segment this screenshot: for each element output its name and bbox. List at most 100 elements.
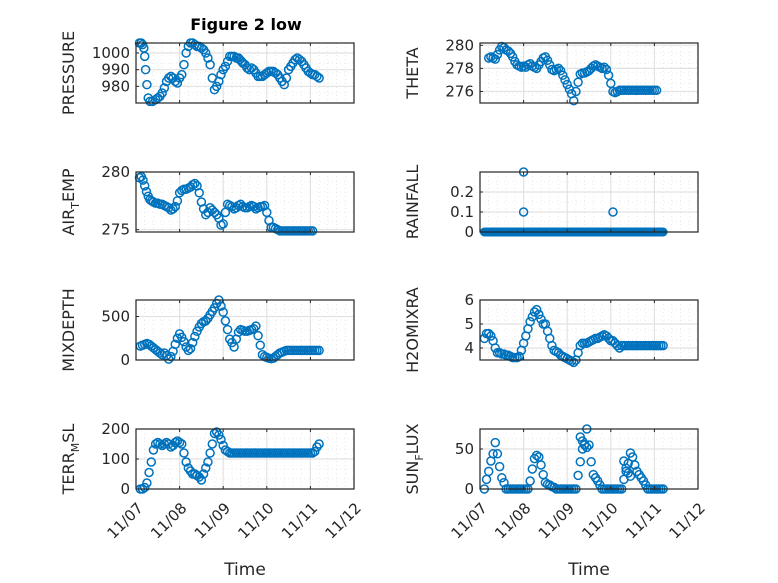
y-axis-label: MIXDEPTH (59, 288, 78, 371)
y-axis-label: AIRTEMP (59, 168, 82, 235)
y-tick-label: 280 (101, 163, 130, 181)
data-point (179, 336, 189, 347)
data-point (181, 457, 191, 467)
data-point (177, 439, 187, 449)
y-label-subscript: F (413, 454, 426, 460)
data-point (139, 181, 150, 191)
data-point (568, 95, 579, 106)
y-tick-label: 500 (101, 308, 130, 326)
data-point (148, 445, 159, 455)
y-axis-label: H2OMIXRA (403, 287, 422, 373)
data-point (214, 430, 224, 440)
axes-box (135, 299, 355, 361)
y-tick-label: 0 (120, 351, 130, 369)
data-point (216, 434, 226, 445)
data-point (555, 65, 566, 76)
y-tick-label: 276 (445, 82, 474, 100)
data-point (314, 73, 324, 83)
y-tick-label: 50 (455, 440, 474, 458)
data-point (187, 337, 198, 348)
data-point (183, 345, 194, 356)
data-point (201, 463, 211, 473)
data-point (630, 460, 640, 470)
data-point (307, 448, 318, 458)
data-point (218, 219, 228, 229)
y-axis-label: THETA (403, 47, 422, 99)
data-point (490, 54, 501, 64)
axes-box (479, 42, 699, 104)
y-tick-label: 0 (120, 480, 130, 498)
y-axis-label: SUNFLUX (403, 423, 426, 494)
y-tick-label: 100 (101, 450, 130, 468)
y-label-tail: SL (59, 424, 78, 443)
data-point (170, 437, 180, 448)
axes-box (135, 171, 355, 233)
data-point (312, 71, 322, 82)
data-point (531, 450, 542, 461)
axes-box (479, 171, 699, 233)
x-axis-label: Time (223, 560, 266, 580)
axes-h2omixra: 4 5 6 H2OMIXRA (403, 287, 699, 373)
data-point (201, 48, 211, 58)
data-point (290, 54, 300, 65)
data-point (163, 203, 174, 213)
x-tick-label: 11/07 (104, 499, 147, 542)
data-point (220, 316, 231, 326)
data-point (233, 327, 244, 337)
y-label-subscript: M (69, 443, 82, 453)
data-point (536, 460, 546, 470)
data-point (218, 440, 228, 451)
axes-theta: 276 278 280 THETA (403, 36, 699, 106)
y-tick-label: 5 (464, 315, 474, 333)
data-point (190, 331, 200, 342)
data-point (573, 470, 583, 481)
data-point (141, 186, 152, 197)
y-axis-label: RAINFALL (403, 165, 422, 240)
y-tick-label: 0.2 (450, 183, 474, 201)
data-point (194, 188, 204, 198)
data-point (625, 471, 636, 481)
x-tick-label: 11/10 (578, 499, 621, 542)
data-point (251, 321, 261, 331)
data-point (307, 226, 318, 236)
y-tick-label: 980 (101, 77, 130, 95)
y-tick-label: 280 (445, 36, 474, 54)
data-point (139, 51, 150, 62)
data-point (507, 52, 518, 62)
axes-sun_flux: 0 50 11/07 11/08 11/09 11/10 11/11 11/12 Time SUN… (403, 423, 709, 580)
y-tick-label: 4 (464, 339, 474, 357)
y-label-main: RAINFALL (403, 165, 422, 240)
axes-box (135, 42, 355, 104)
axes-box (479, 299, 699, 361)
data-point (582, 442, 592, 453)
data-point (248, 323, 259, 334)
axes-box (479, 428, 699, 490)
data-point (586, 457, 596, 467)
y-label-main: AIR (59, 209, 78, 236)
x-tick-label: 11/11 (278, 499, 321, 542)
data-point (242, 63, 252, 73)
data-point (146, 457, 157, 467)
data-point (568, 357, 579, 368)
y-tick-label: 1000 (92, 44, 130, 62)
data-point (227, 201, 237, 212)
data-point (140, 64, 151, 75)
data-point (216, 301, 226, 311)
data-point (222, 446, 233, 457)
y-tick-label: 6 (464, 291, 474, 309)
data-point (220, 61, 231, 72)
x-tick-label: 11/11 (622, 499, 665, 542)
data-point (483, 328, 494, 339)
data-point (218, 307, 228, 317)
data-point (558, 70, 568, 81)
data-point (216, 69, 226, 80)
y-axis-label: PRESSURE (59, 31, 78, 115)
data-point (170, 339, 180, 350)
data-point (157, 88, 167, 98)
data-point (488, 449, 498, 459)
data-point (553, 63, 564, 74)
y-label-subscript: T (69, 202, 82, 210)
data-point (205, 59, 215, 70)
data-point (492, 49, 503, 60)
